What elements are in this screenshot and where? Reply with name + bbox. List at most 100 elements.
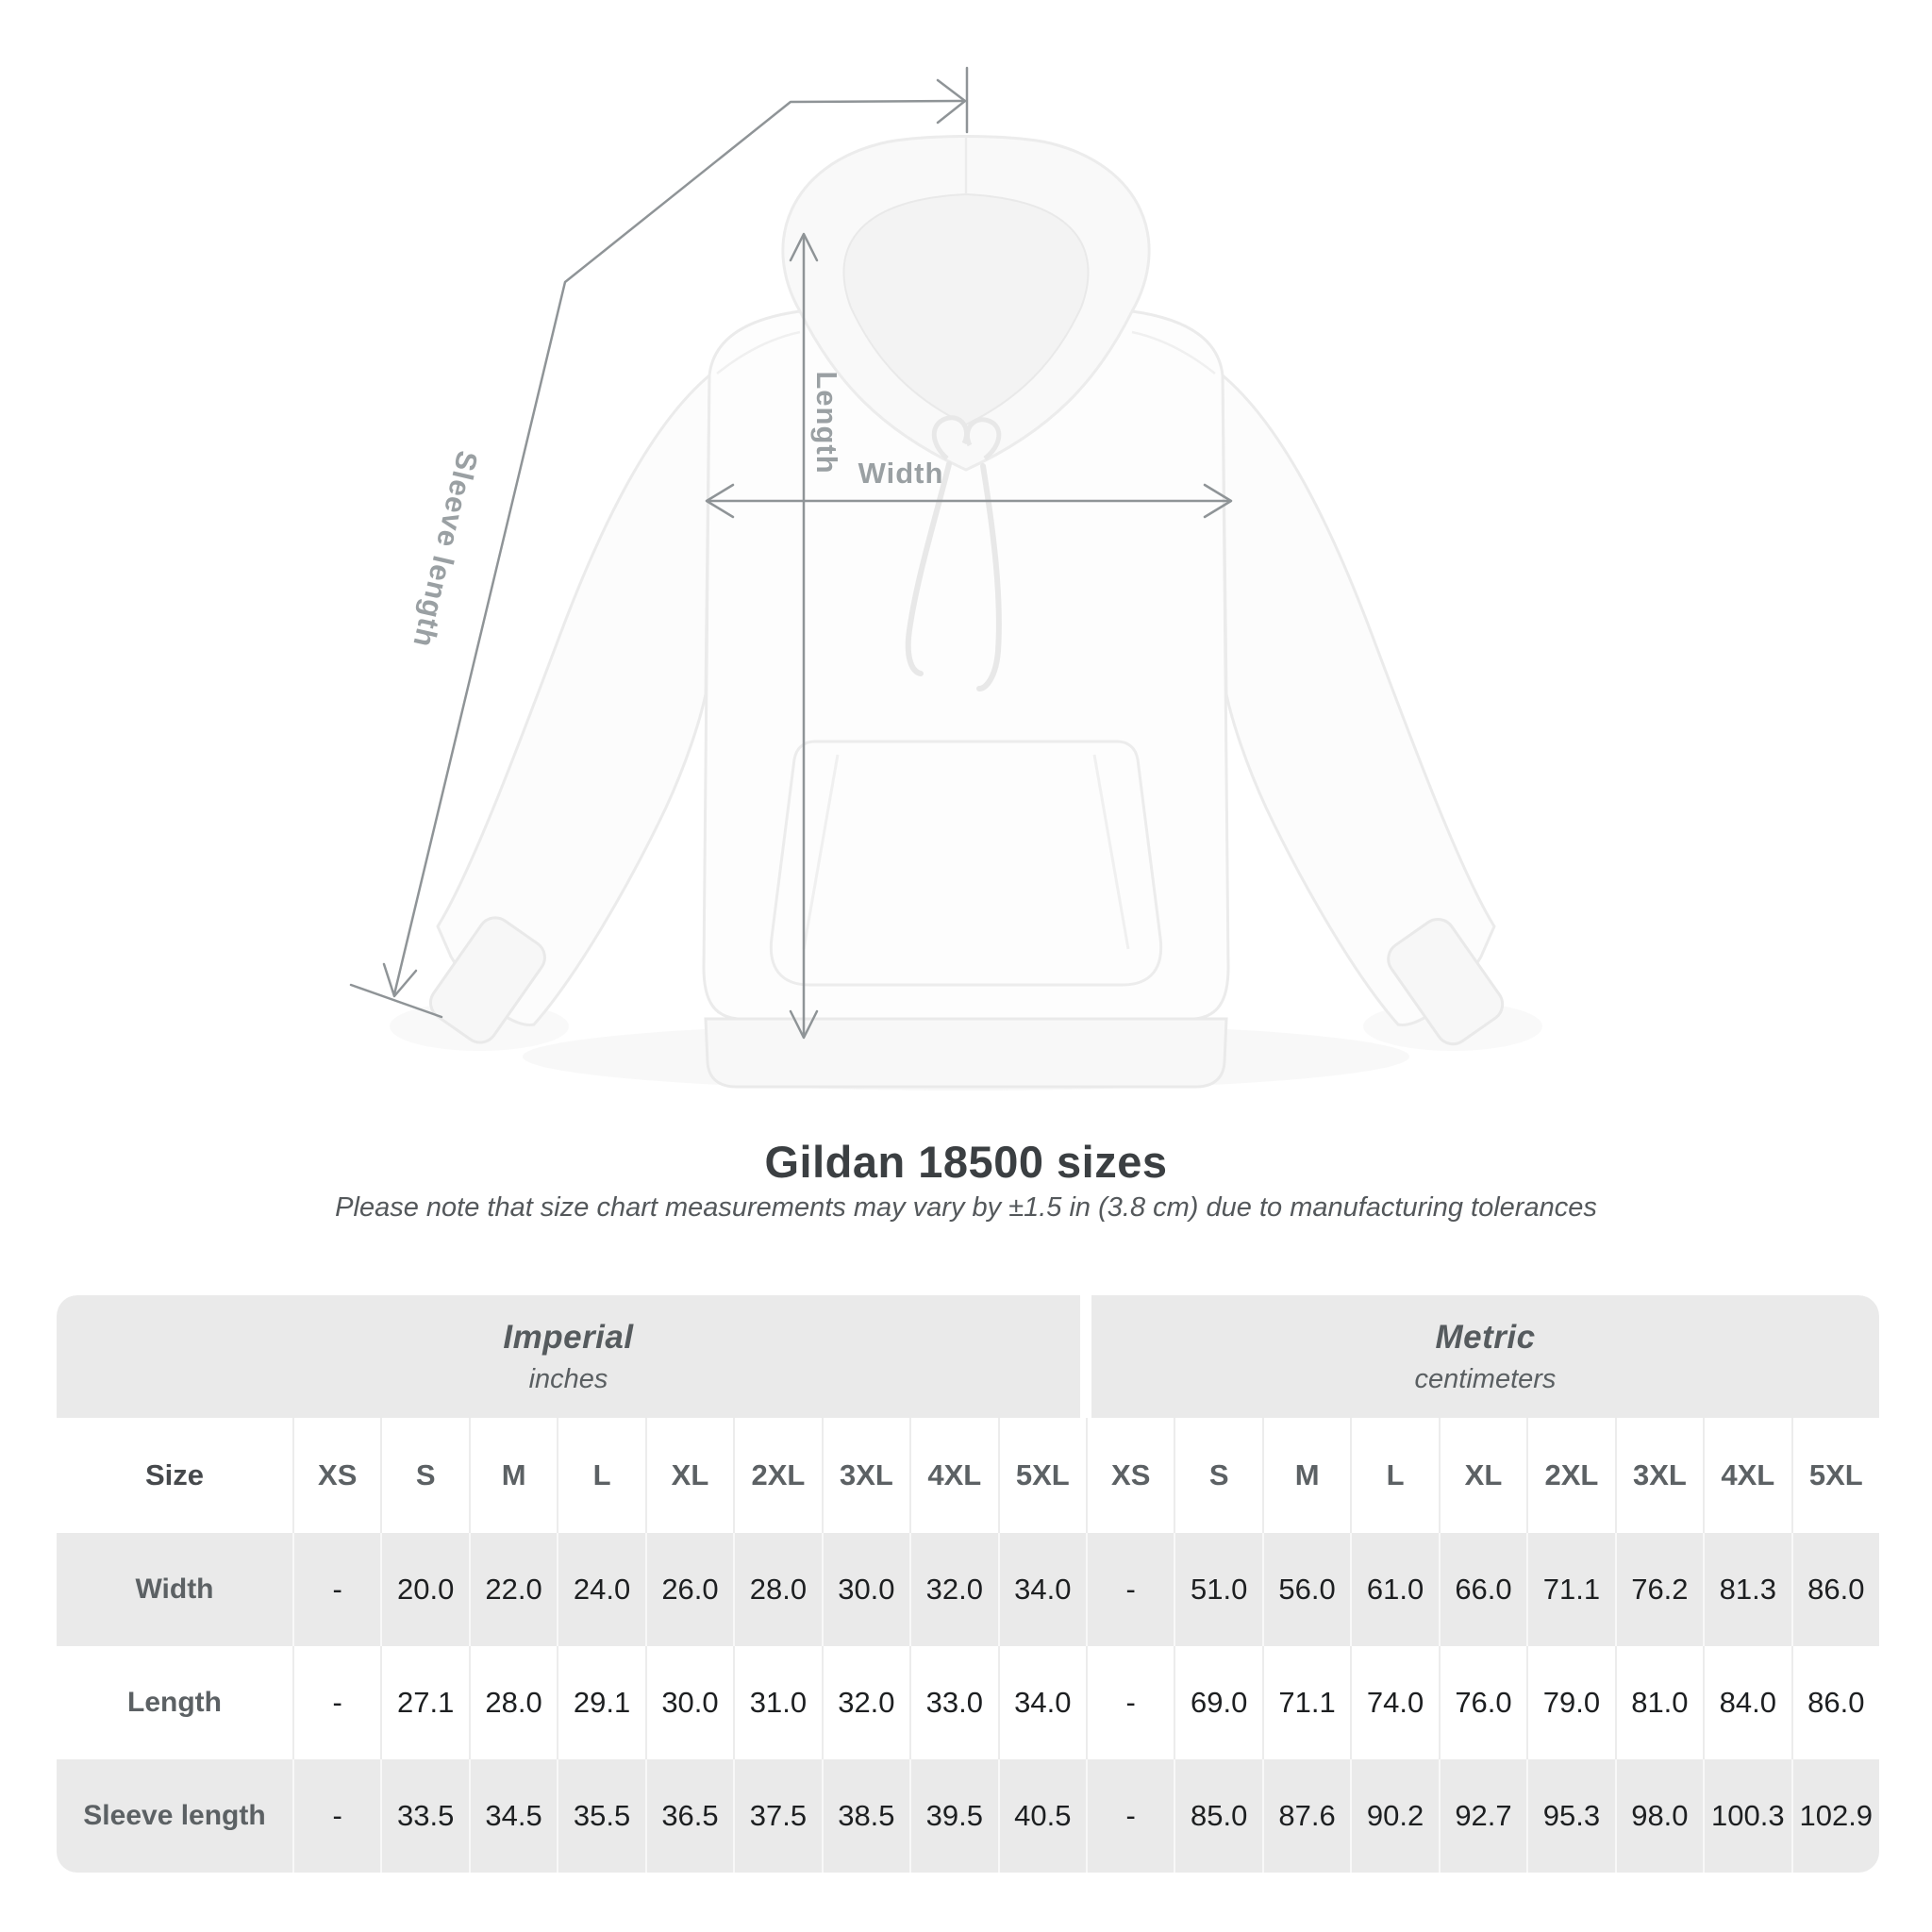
size-column-header: S — [380, 1418, 468, 1533]
length-arrowhead-top — [789, 232, 819, 262]
value-cell: 86.0 — [1790, 1533, 1879, 1646]
size-column-header: 5XL — [997, 1418, 1086, 1533]
size-column-header: L — [557, 1418, 644, 1533]
value-cell: 95.3 — [1526, 1759, 1614, 1873]
imperial-group-unit: inches — [528, 1363, 608, 1394]
value-cell: 22.0 — [468, 1533, 557, 1646]
value-cell: 81.0 — [1614, 1646, 1703, 1759]
value-cell: - — [1085, 1759, 1174, 1873]
value-cell: 76.0 — [1438, 1646, 1526, 1759]
drawstring-knot-right — [965, 417, 1002, 460]
shoulder-seam-left — [716, 330, 801, 375]
value-cell: 74.0 — [1350, 1646, 1438, 1759]
value-cell: 36.5 — [644, 1759, 733, 1873]
value-cell: 34.0 — [997, 1533, 1086, 1646]
size-column-header: 5XL — [1790, 1418, 1879, 1533]
value-cell: 79.0 — [1526, 1646, 1614, 1759]
value-cell: - — [1085, 1533, 1174, 1646]
value-cell: 35.5 — [557, 1759, 644, 1873]
value-cell: 100.3 — [1703, 1759, 1790, 1873]
value-cell: 28.0 — [468, 1646, 557, 1759]
unit-group-row: Imperial inches Metric centimeters — [57, 1295, 1879, 1418]
left-cuff — [429, 916, 546, 1044]
value-cell: 86.0 — [1790, 1646, 1879, 1759]
row-label: Width — [135, 1574, 214, 1605]
size-column-header: 3XL — [821, 1418, 909, 1533]
size-grid: Size XS S M L XL 2XL 3XL 4XL 5XL XS S M L XL 2XL 3XL 4XL 5… — [57, 1418, 1879, 1873]
value-cell: - — [292, 1533, 380, 1646]
value-cell: 85.0 — [1174, 1759, 1261, 1873]
size-column-header: L — [1350, 1418, 1438, 1533]
page-subtitle: Please note that size chart measurements… — [335, 1192, 1597, 1223]
value-cell: 34.0 — [997, 1646, 1086, 1759]
metric-group-label: Metric — [1435, 1318, 1536, 1356]
hoodie-measurement-diagram: Length Width Sleeve length — [349, 66, 1542, 1091]
size-column-header: 4XL — [1703, 1418, 1790, 1533]
metric-group-header: Metric centimeters — [1091, 1295, 1879, 1418]
imperial-group-label: Imperial — [503, 1318, 634, 1356]
size-column-header: M — [1261, 1418, 1350, 1533]
shoulder-seam-right — [1131, 330, 1216, 375]
width-measure-label: Width — [858, 457, 944, 490]
size-column-header: XS — [292, 1418, 380, 1533]
size-column-header: 3XL — [1614, 1418, 1703, 1533]
value-cell: 69.0 — [1174, 1646, 1261, 1759]
value-cell: 81.3 — [1703, 1533, 1790, 1646]
size-column-header: XS — [1085, 1418, 1174, 1533]
hood-opening — [842, 192, 1090, 426]
size-column-header: S — [1174, 1418, 1261, 1533]
pocket-seam-left — [802, 754, 840, 950]
kangaroo-pocket — [769, 740, 1163, 987]
value-cell: 51.0 — [1174, 1533, 1261, 1646]
value-cell: 102.9 — [1790, 1759, 1879, 1873]
value-cell: 33.5 — [380, 1759, 468, 1873]
sleeve-length-measure-label: Sleeve length — [407, 448, 484, 651]
width-arrowhead-right — [1203, 483, 1233, 519]
pocket-seam-right — [1092, 754, 1130, 950]
value-cell: 37.5 — [733, 1759, 821, 1873]
value-cell: - — [1085, 1646, 1174, 1759]
value-cell: 27.1 — [380, 1646, 468, 1759]
value-cell: 90.2 — [1350, 1759, 1438, 1873]
length-measure-label: Length — [810, 371, 843, 474]
size-column-header: 2XL — [733, 1418, 821, 1533]
right-cuff — [1387, 917, 1505, 1046]
table-row: Sleeve length -33.5 34.5 35.5 36.5 37.5 38.5 39… — [57, 1759, 1879, 1873]
page-title: Gildan 18500 sizes — [764, 1137, 1168, 1187]
value-cell: 71.1 — [1261, 1646, 1350, 1759]
value-cell: 28.0 — [733, 1533, 821, 1646]
value-cell: 30.0 — [644, 1646, 733, 1759]
value-cell: 61.0 — [1350, 1533, 1438, 1646]
value-cell: 20.0 — [380, 1533, 468, 1646]
hem-band — [704, 1017, 1228, 1089]
row-label: Length — [127, 1687, 222, 1718]
sleeve-end-tick — [349, 983, 443, 1019]
value-cell: - — [292, 1646, 380, 1759]
drawstring-left — [905, 461, 952, 676]
value-cell: 39.5 — [909, 1759, 997, 1873]
value-cell: 30.0 — [821, 1533, 909, 1646]
value-cell: 40.5 — [997, 1759, 1086, 1873]
size-table: Imperial inches Metric centimeters Size X… — [57, 1295, 1879, 1873]
hoodie-image — [390, 135, 1542, 1091]
value-cell: 98.0 — [1614, 1759, 1703, 1873]
sleeve-length-line — [392, 99, 966, 996]
value-cell: 56.0 — [1261, 1533, 1350, 1646]
size-corner-header: Size — [144, 1458, 205, 1491]
value-cell: 87.6 — [1261, 1759, 1350, 1873]
value-cell: 29.1 — [557, 1646, 644, 1759]
value-cell: 66.0 — [1438, 1533, 1526, 1646]
value-cell: 32.0 — [909, 1533, 997, 1646]
size-column-header: M — [468, 1418, 557, 1533]
measurement-lines — [349, 66, 1233, 1040]
sleeve-arrowhead-top — [936, 78, 967, 125]
length-arrowhead-bottom — [789, 1009, 819, 1040]
metric-group-unit: centimeters — [1414, 1363, 1557, 1394]
table-row: Length -27.1 28.0 29.1 30.0 31.0 32.0 33.0 34.0-… — [57, 1646, 1879, 1759]
value-cell: - — [292, 1759, 380, 1873]
table-row: Width -20.0 22.0 24.0 26.0 28.0 30.0 32.0 34.0-5… — [57, 1533, 1879, 1646]
size-header-row: Size XS S M L XL 2XL 3XL 4XL 5XL XS S M L XL 2XL 3XL 4XL 5… — [57, 1418, 1879, 1533]
row-label: Sleeve length — [83, 1800, 266, 1831]
value-cell: 71.1 — [1526, 1533, 1614, 1646]
imperial-group-header: Imperial inches — [57, 1295, 1080, 1418]
